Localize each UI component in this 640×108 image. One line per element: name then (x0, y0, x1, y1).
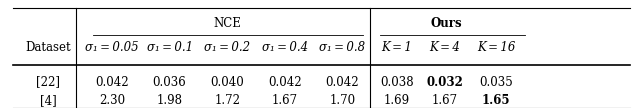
Text: 0.042: 0.042 (268, 76, 301, 89)
Text: 1.72: 1.72 (214, 94, 240, 107)
Text: 1.70: 1.70 (330, 94, 355, 107)
Text: [4]: [4] (40, 94, 56, 107)
Text: Dataset: Dataset (25, 41, 71, 54)
Text: 0.035: 0.035 (479, 76, 513, 89)
Text: 1.67: 1.67 (432, 94, 458, 107)
Text: 1.65: 1.65 (482, 94, 510, 107)
Text: 0.036: 0.036 (153, 76, 186, 89)
Text: 1.98: 1.98 (157, 94, 182, 107)
Text: σ₁ = 0.4: σ₁ = 0.4 (262, 41, 308, 54)
Text: σ₁ = 0.8: σ₁ = 0.8 (319, 41, 365, 54)
Text: 1.69: 1.69 (384, 94, 410, 107)
Text: Ours: Ours (430, 17, 462, 30)
Text: 2.30: 2.30 (99, 94, 125, 107)
Text: K = 4: K = 4 (429, 41, 460, 54)
Text: 0.042: 0.042 (95, 76, 129, 89)
Text: σ₁ = 0.05: σ₁ = 0.05 (85, 41, 139, 54)
Text: σ₁ = 0.2: σ₁ = 0.2 (204, 41, 250, 54)
Text: [22]: [22] (36, 76, 60, 89)
Text: 1.67: 1.67 (272, 94, 298, 107)
Text: K = 16: K = 16 (477, 41, 515, 54)
Text: K = 1: K = 1 (381, 41, 412, 54)
Text: 0.038: 0.038 (380, 76, 413, 89)
Text: σ₁ = 0.1: σ₁ = 0.1 (147, 41, 193, 54)
Text: 0.032: 0.032 (426, 76, 463, 89)
Text: NCE: NCE (213, 17, 241, 30)
Text: 0.042: 0.042 (326, 76, 359, 89)
Text: 0.040: 0.040 (211, 76, 244, 89)
